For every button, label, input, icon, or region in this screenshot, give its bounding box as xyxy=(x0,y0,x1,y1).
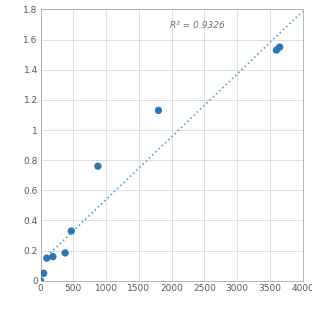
Point xyxy=(50,254,55,259)
Point xyxy=(41,271,46,276)
Point xyxy=(277,45,282,50)
Point xyxy=(44,256,49,261)
Text: R² = 0.9326: R² = 0.9326 xyxy=(170,22,225,31)
Point xyxy=(63,251,68,256)
Point xyxy=(95,164,100,169)
Point xyxy=(38,278,43,283)
Point xyxy=(156,108,161,113)
Point xyxy=(274,47,279,52)
Point xyxy=(69,228,74,233)
